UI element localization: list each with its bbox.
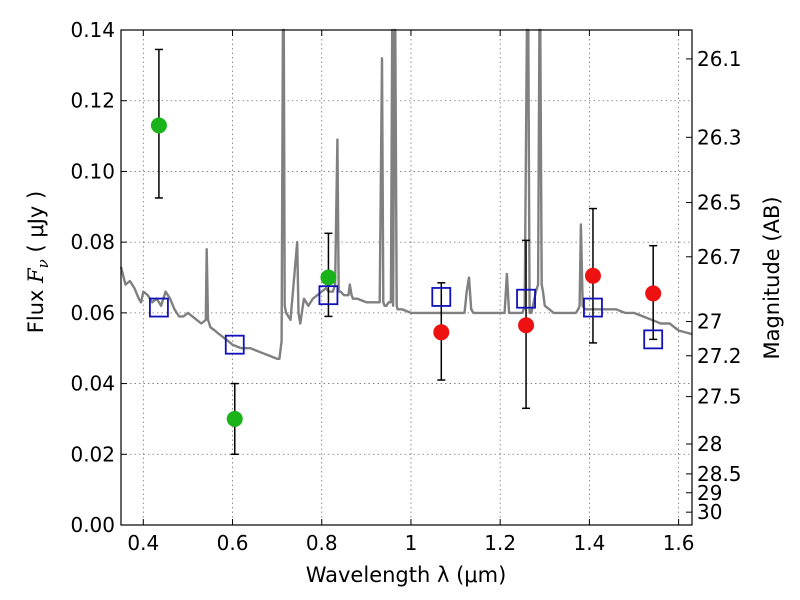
y2-tick-label: 26.5 — [697, 191, 742, 215]
plot-frame — [120, 29, 693, 526]
spectrum-layer — [119, 28, 693, 360]
y2-tick-label: 26.7 — [697, 245, 742, 269]
y-tick-label: 0.06 — [70, 301, 115, 325]
x-tick-label: 1.6 — [663, 531, 695, 555]
green-data-point — [320, 269, 337, 286]
y-tick-label: 0.12 — [70, 89, 115, 113]
model-square-point — [224, 334, 245, 355]
x-tick-label: 0.6 — [217, 531, 249, 555]
x-tick-label: 1.4 — [573, 531, 605, 555]
model-square-point — [583, 297, 603, 318]
model-square-point — [643, 329, 664, 350]
tick-layer: 0.4 0.6 0.8 1 1.2 1.4 1.6 0.00 0.02 0.04 0.06 0.08 0… — [70, 18, 741, 555]
y-axis-label-subscript: ν — [34, 259, 52, 268]
label-layer: Wavelength λ (μm) Flux Fν ( μJy ) Magnit… — [24, 191, 784, 587]
y-axis-label-paren-close: ) — [24, 191, 48, 206]
y2-tick-label: 28.5 — [697, 462, 742, 486]
y-tick-label: 0.00 — [70, 513, 115, 537]
y2-tick-label: 26.1 — [697, 47, 742, 71]
y-axis-label-unit: μJy — [24, 206, 48, 238]
red-data-point — [645, 285, 662, 302]
grid-layer — [121, 30, 692, 525]
y-axis-label-variable: F — [24, 267, 48, 284]
x-tick-label: 1 — [405, 531, 418, 555]
y2-axis-label: Magnitude (AB) — [760, 196, 784, 359]
spectrum-line — [119, 28, 693, 360]
y-tick-label: 0.14 — [70, 18, 115, 42]
model-square-point — [516, 288, 536, 309]
y-tick-label: 0.04 — [70, 372, 115, 396]
red-data-point — [518, 317, 535, 334]
y-tick-label: 0.02 — [70, 442, 115, 466]
y2-tick-label: 27 — [697, 310, 722, 334]
y2-tick-label: 26.3 — [697, 125, 742, 149]
x-tick-label: 0.8 — [306, 531, 338, 555]
y2-tick-label: 30 — [697, 500, 722, 524]
y-tick-label: 0.08 — [70, 230, 115, 254]
y-axis-label-paren-open: ( — [24, 238, 48, 260]
green-data-point — [150, 117, 167, 134]
marker-layer — [149, 117, 664, 427]
x-axis-label: Wavelength λ (μm) — [306, 563, 507, 587]
y2-tick-label: 27.5 — [697, 385, 742, 409]
x-tick-label: 0.4 — [127, 531, 159, 555]
model-square-point — [318, 285, 339, 306]
model-square-point — [431, 287, 452, 307]
y-axis-label-prefix: Flux — [24, 283, 48, 333]
y2-tick-label: 28 — [697, 432, 722, 456]
y2-tick-label: 29 — [697, 481, 722, 505]
y2-tick-label: 27.2 — [697, 344, 742, 368]
red-data-point — [433, 324, 450, 341]
green-data-point — [226, 410, 243, 427]
model-square-point — [149, 297, 169, 318]
y-axis-label: Flux Fν ( μJy ) — [24, 191, 52, 333]
y-tick-label: 0.10 — [70, 159, 115, 183]
red-data-point — [584, 267, 601, 284]
x-tick-label: 1.2 — [484, 531, 516, 555]
